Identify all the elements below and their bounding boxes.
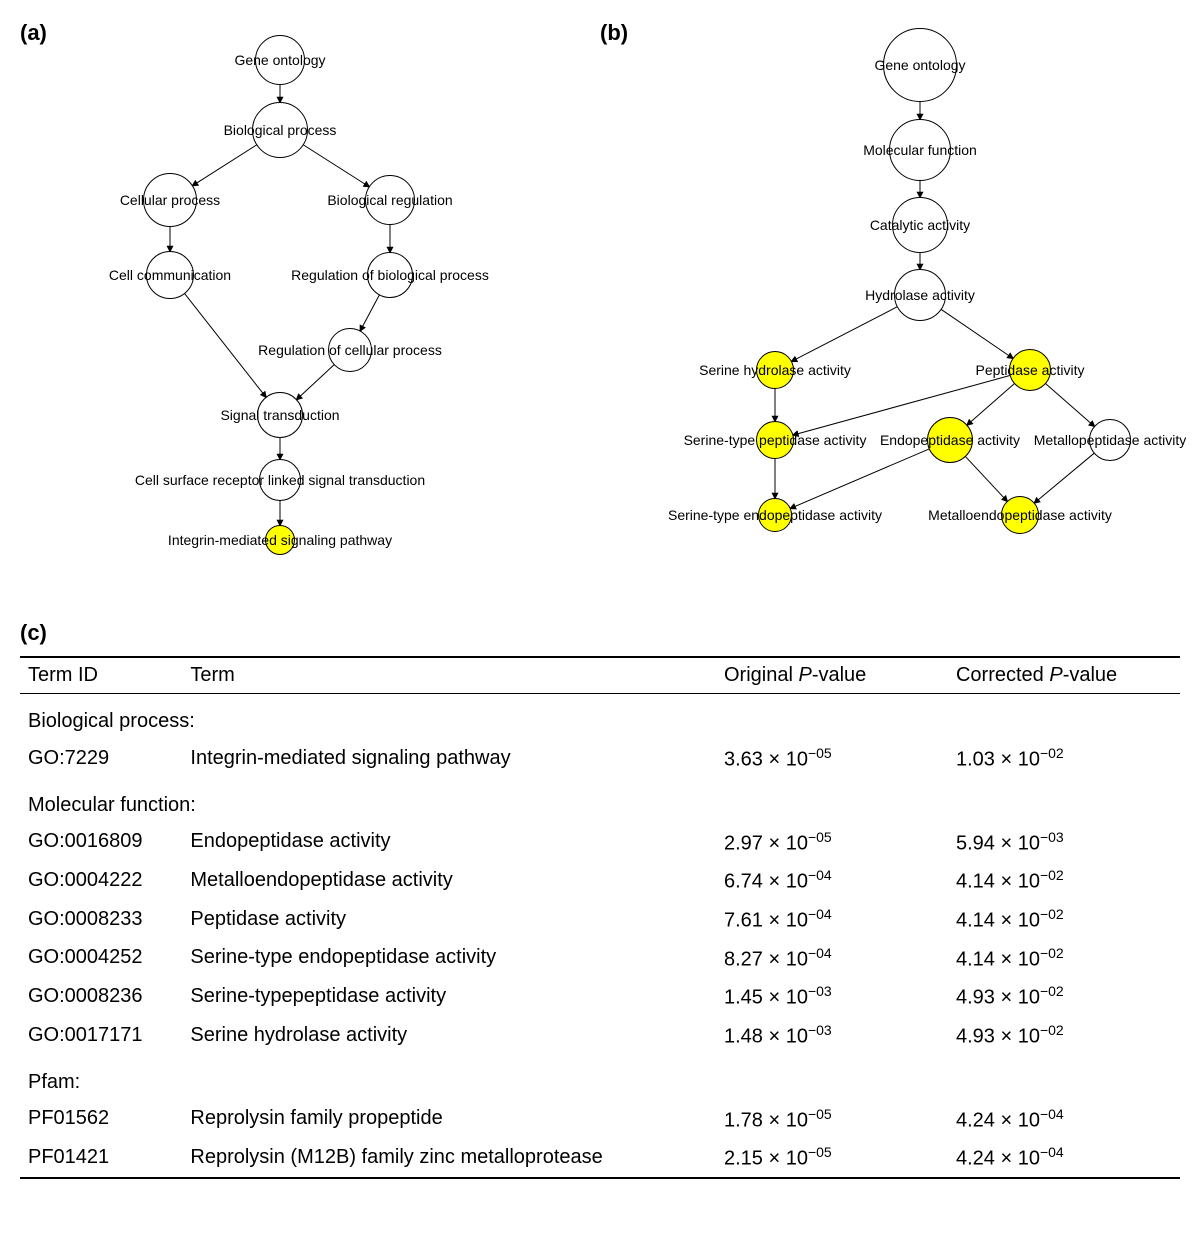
table-cell: 4.14 × 10−02 [948, 900, 1180, 939]
table-cell: 4.24 × 10−04 [948, 1138, 1180, 1178]
edge [965, 456, 1008, 502]
go-node-label: Metalloendopeptidase activity [928, 507, 1112, 523]
edge [967, 383, 1015, 425]
table-row: GO:0017171Serine hydrolase activity1.48 … [20, 1016, 1180, 1055]
table-section-title: Pfam: [20, 1055, 1180, 1100]
table-row: GO:7229Integrin-mediated signaling pathw… [20, 739, 1180, 778]
graph-b: Gene ontology Molecular function Catalytic… [600, 20, 1200, 560]
table-cell: Endopeptidase activity [182, 823, 716, 862]
table-cell: GO:7229 [20, 739, 182, 778]
table-cell: Peptidase activity [182, 900, 716, 939]
go-node-label: Regulation of cellular process [258, 342, 442, 358]
edge [791, 306, 898, 361]
edge [1045, 383, 1095, 427]
table-cell: 4.93 × 10−02 [948, 977, 1180, 1016]
table-cell: GO:0008233 [20, 900, 182, 939]
panel-c: (c) Term IDTermOriginal P-valueCorrected… [20, 620, 1180, 1179]
table-cell: PF01421 [20, 1138, 182, 1178]
go-node-label: Metallopeptidase activity [1034, 432, 1187, 448]
go-node-label: Gene ontology [234, 52, 325, 68]
table-row: PF01421Reprolysin (M12B) family zinc met… [20, 1138, 1180, 1178]
go-node-label: Molecular function [863, 142, 977, 158]
table-cell: Serine hydrolase activity [182, 1016, 716, 1055]
go-node-label: Signal transduction [220, 407, 339, 423]
go-node-label: Hydrolase activity [865, 287, 975, 303]
graph-a: Gene ontology Biological process Cellular … [20, 20, 580, 560]
table-cell: GO:0004252 [20, 939, 182, 978]
table-row: GO:0004252Serine-type endopeptidase acti… [20, 939, 1180, 978]
table-cell: GO:0008236 [20, 977, 182, 1016]
table-cell: Reprolysin (M12B) family zinc metallopro… [182, 1138, 716, 1178]
table-row: GO:0008233Peptidase activity7.61 × 10−04… [20, 900, 1180, 939]
table-row: PF01562Reprolysin family propeptide1.78 … [20, 1100, 1180, 1139]
go-node-label: Serine-type peptidase activity [684, 432, 867, 448]
table-cell: 4.24 × 10−04 [948, 1100, 1180, 1139]
edge [1034, 453, 1095, 504]
table-cell: Serine-type endopeptidase activity [182, 939, 716, 978]
panel-b: (b) Gene ontologyMolecular functionCatal… [600, 20, 1200, 580]
table-cell: Serine-typepeptidase activity [182, 977, 716, 1016]
table-cell: GO:0016809 [20, 823, 182, 862]
go-node-label: Gene ontology [874, 57, 965, 73]
panel-a: (a) Gene ontologyBiological processCellu… [20, 20, 580, 580]
table-col-header: Original P-value [716, 657, 948, 694]
edge [792, 375, 1010, 435]
go-node-label: Serine-type endopeptidase activity [668, 507, 882, 523]
table-cell: Integrin-mediated signaling pathway [182, 739, 716, 778]
table-row: GO:0016809Endopeptidase activity2.97 × 1… [20, 823, 1180, 862]
table-cell: GO:0004222 [20, 861, 182, 900]
edge [360, 294, 380, 331]
table-cell: 4.93 × 10−02 [948, 1016, 1180, 1055]
go-node-label: Cell communication [109, 267, 231, 283]
table-row: GO:0004222Metalloendopeptidase activity6… [20, 861, 1180, 900]
table-header-row: Term IDTermOriginal P-valueCorrected P-v… [20, 657, 1180, 694]
go-node-label: Cellular process [120, 192, 220, 208]
go-node-label: Biological regulation [327, 192, 452, 208]
table-cell: 1.45 × 10−03 [716, 977, 948, 1016]
go-node-label: Cell surface receptor linked signal tran… [135, 472, 425, 488]
table-cell: 8.27 × 10−04 [716, 939, 948, 978]
table-col-header: Corrected P-value [948, 657, 1180, 694]
edge [303, 144, 370, 187]
table-cell: 2.15 × 10−05 [716, 1138, 948, 1178]
table-cell: 2.97 × 10−05 [716, 823, 948, 862]
table-cell: Reprolysin family propeptide [182, 1100, 716, 1139]
edge [184, 293, 266, 398]
go-node-label: Biological process [224, 122, 337, 138]
go-node-label: Catalytic activity [870, 217, 970, 233]
go-node-label: Regulation of biological process [291, 267, 489, 283]
table-cell: 1.03 × 10−02 [948, 739, 1180, 778]
edge [192, 144, 257, 186]
go-node-label: Peptidase activity [976, 362, 1085, 378]
table-cell: 1.78 × 10−05 [716, 1100, 948, 1139]
table-cell: Metalloendopeptidase activity [182, 861, 716, 900]
panel-c-label: (c) [20, 620, 1180, 646]
table-cell: GO:0017171 [20, 1016, 182, 1055]
table-row: GO:0008236Serine-typepeptidase activity1… [20, 977, 1180, 1016]
table-cell: 4.14 × 10−02 [948, 939, 1180, 978]
go-node-label: Serine hydrolase activity [699, 362, 851, 378]
table-cell: 4.14 × 10−02 [948, 861, 1180, 900]
table-cell: 5.94 × 10−03 [948, 823, 1180, 862]
edge [941, 309, 1014, 359]
go-node-label: Endopeptidase activity [880, 432, 1020, 448]
table-col-header: Term [182, 657, 716, 694]
table-cell: 3.63 × 10−05 [716, 739, 948, 778]
table-cell: PF01562 [20, 1100, 182, 1139]
table-col-header: Term ID [20, 657, 182, 694]
table-cell: 7.61 × 10−04 [716, 900, 948, 939]
table-cell: 1.48 × 10−03 [716, 1016, 948, 1055]
enrichment-table: Term IDTermOriginal P-valueCorrected P-v… [20, 656, 1180, 1179]
edge [296, 364, 334, 400]
edge [790, 449, 930, 509]
table-section-title: Biological process: [20, 694, 1180, 740]
table-cell: 6.74 × 10−04 [716, 861, 948, 900]
figure-top-row: (a) Gene ontologyBiological processCellu… [20, 20, 1180, 580]
table-section-title: Molecular function: [20, 778, 1180, 823]
go-node-label: Integrin-mediated signaling pathway [168, 532, 392, 548]
